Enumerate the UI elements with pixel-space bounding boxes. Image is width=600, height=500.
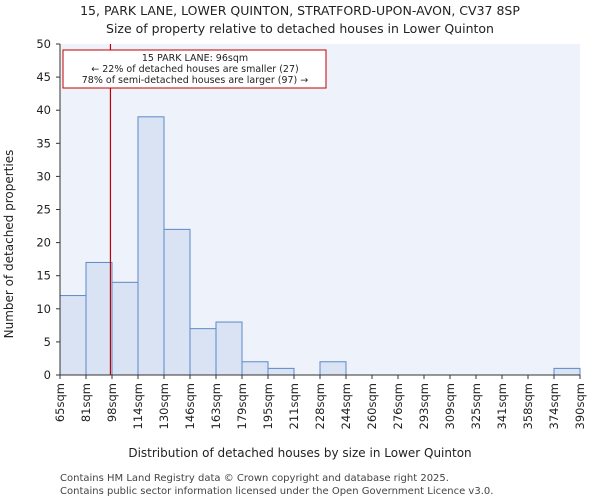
footer-line-2: Contains public sector information licen… (60, 486, 493, 497)
footer-line-1: Contains HM Land Registry data © Crown c… (60, 473, 449, 484)
x-tick-label: 211sqm (287, 383, 301, 429)
y-tick-label: 15 (36, 269, 51, 283)
x-tick-label: 325sqm (469, 383, 483, 429)
bar-179sqm (241, 361, 269, 376)
annotation-box: 15 PARK LANE: 96sqm ← 22% of detached ho… (62, 49, 327, 89)
y-tick-label: 25 (36, 203, 51, 217)
x-axis-ticks: 65sqm 81sqm 98sqm 114sqm 130sqm 146sqm 163sqm 1… (53, 375, 587, 429)
annotation-frame (62, 49, 327, 89)
y-tick-label: 50 (36, 37, 51, 51)
x-tick-label: 179sqm (235, 383, 249, 429)
x-tick-label: 260sqm (365, 383, 379, 429)
x-tick-label: 65sqm (53, 383, 67, 422)
x-tick-label: 114sqm (131, 383, 145, 429)
x-tick-label: 374sqm (547, 383, 561, 429)
x-tick-label: 163sqm (209, 383, 223, 429)
bars-group (59, 116, 581, 376)
y-tick-label: 0 (44, 368, 51, 382)
x-tick-label: 195sqm (261, 383, 275, 429)
annotation-line-1: 15 PARK LANE: 96sqm (142, 53, 248, 64)
annotation-line-3: 78% of semi-detached houses are larger (… (82, 75, 309, 86)
bar-65sqm (59, 295, 87, 376)
bar-228sqm (319, 361, 347, 376)
x-axis-label: Distribution of detached houses by size … (128, 446, 471, 460)
y-tick-label: 45 (36, 70, 51, 84)
y-tick-label: 35 (36, 136, 51, 150)
x-tick-label: 293sqm (417, 383, 431, 429)
x-tick-label: 358sqm (521, 383, 535, 429)
bar-195sqm (267, 367, 295, 376)
bar-81sqm (85, 261, 113, 376)
x-tick-label: 146sqm (183, 383, 197, 429)
y-axis-label: Number of detached properties (2, 150, 16, 339)
x-tick-label: 81sqm (79, 383, 93, 422)
bar-146sqm (189, 328, 217, 376)
y-tick-label: 20 (36, 236, 51, 250)
x-tick-label: 309sqm (443, 383, 457, 429)
y-axis-ticks: 0 5 10 15 20 25 30 35 40 45 50 (36, 37, 60, 382)
x-tick-label: 98sqm (105, 383, 119, 422)
x-tick-label: 276sqm (391, 383, 405, 429)
bar-374sqm (553, 367, 581, 376)
chart-subtitle: Size of property relative to detached ho… (106, 21, 494, 36)
bar-98sqm (111, 281, 139, 376)
bar-163sqm (215, 321, 243, 376)
bar-130sqm (163, 228, 191, 376)
x-tick-label: 130sqm (157, 383, 171, 429)
x-tick-label: 228sqm (313, 383, 327, 429)
bar-114sqm (137, 116, 165, 376)
x-tick-label: 341sqm (495, 383, 509, 429)
y-tick-label: 5 (44, 335, 51, 349)
chart-title: 15, PARK LANE, LOWER QUINTON, STRATFORD-… (80, 3, 520, 18)
y-tick-label: 40 (36, 103, 51, 117)
y-tick-label: 10 (36, 302, 51, 316)
x-tick-label: 244sqm (339, 383, 353, 429)
x-tick-label: 390sqm (573, 383, 587, 429)
annotation-line-2: ← 22% of detached houses are smaller (27… (91, 64, 298, 75)
y-tick-label: 30 (36, 169, 51, 183)
